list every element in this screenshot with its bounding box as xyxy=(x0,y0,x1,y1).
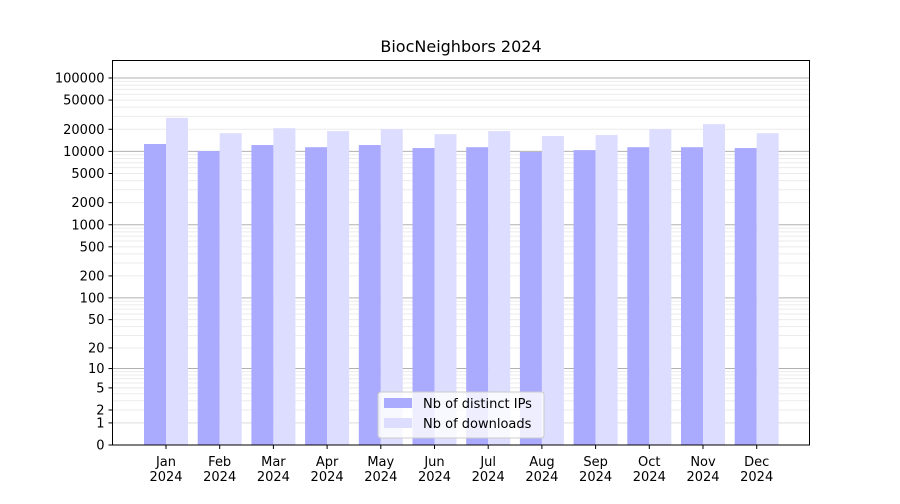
x-tick-label: Mar 2024 xyxy=(257,455,290,485)
y-tick-label: 5 xyxy=(96,381,104,396)
bar-downloads xyxy=(166,117,188,445)
bar-distinct-ips xyxy=(144,144,166,445)
y-tick-label: 500 xyxy=(80,240,105,255)
legend-label: Nb of downloads xyxy=(423,417,532,432)
y-tick-label: 200 xyxy=(80,269,105,284)
bar-downloads xyxy=(649,129,672,445)
bar-distinct-ips xyxy=(251,145,274,445)
bar-downloads xyxy=(595,135,618,445)
y-axis: 0 12 5 10 20 50 100 200 500 1000 2000 5000 10000 2000… xyxy=(55,71,113,454)
bar-distinct-ips xyxy=(197,151,220,445)
bar-distinct-ips xyxy=(412,148,435,446)
x-axis: Jan 2024 Feb 2024 Mar 2024 Apr 2024 May 2024 Jun 20… xyxy=(149,445,773,485)
y-tick-label: 2000 xyxy=(71,196,104,211)
bar-distinct-ips xyxy=(358,145,381,445)
bar-downloads xyxy=(219,133,242,446)
legend-label: Nb of distinct IPs xyxy=(423,397,532,412)
y-tick-label: 0 xyxy=(96,439,104,454)
bar-downloads xyxy=(434,134,457,446)
y-tick-label: 100000 xyxy=(55,71,105,86)
bar-downloads xyxy=(273,128,296,446)
y-tick-label: 20 xyxy=(88,341,105,356)
y-tick-label: 2 xyxy=(96,403,104,418)
x-tick-label: Dec 2024 xyxy=(740,455,773,485)
y-tick-label: 5000 xyxy=(71,167,104,182)
y-tick-label: 10000 xyxy=(63,145,104,160)
x-tick-label: Feb 2024 xyxy=(203,455,236,485)
bar-downloads xyxy=(703,124,725,446)
legend-swatch xyxy=(384,418,412,428)
bar-distinct-ips xyxy=(305,147,328,446)
x-tick-label: Oct 2024 xyxy=(633,455,666,485)
x-tick-label: Nov 2024 xyxy=(686,455,719,485)
x-tick-label: May 2024 xyxy=(364,455,397,485)
bars xyxy=(144,117,779,446)
bar-downloads xyxy=(756,133,779,446)
x-tick-label: Sep 2024 xyxy=(579,455,612,485)
y-tick-label: 50000 xyxy=(63,94,104,109)
y-tick-label: 10 xyxy=(88,362,105,377)
bar-distinct-ips xyxy=(681,147,703,446)
y-tick-label: 1000 xyxy=(71,218,104,233)
bar-downloads xyxy=(380,129,403,445)
legend-swatch xyxy=(384,398,412,408)
y-tick-label: 1 xyxy=(96,416,104,431)
plot-frame xyxy=(112,60,810,446)
x-tick-label: Aug 2024 xyxy=(525,455,558,485)
x-tick-label: Jan 2024 xyxy=(149,455,182,485)
y-tick-label: 50 xyxy=(88,313,105,328)
x-tick-label: Apr 2024 xyxy=(311,455,344,485)
bar-distinct-ips xyxy=(466,147,489,446)
bar-distinct-ips xyxy=(734,148,757,446)
legend-box xyxy=(377,391,545,439)
bar-distinct-ips xyxy=(627,147,650,446)
bar-distinct-ips xyxy=(519,152,542,445)
y-tick-label: 100 xyxy=(80,291,105,306)
x-tick-label: Jul 2024 xyxy=(472,455,505,485)
chart-title: BiocNeighbors 2024 xyxy=(380,37,541,56)
bar-downloads xyxy=(488,131,511,445)
y-tick-label: 20000 xyxy=(63,123,104,138)
bar-downloads xyxy=(327,131,350,445)
legend: Nb of distinct IPs Nb of downloads xyxy=(377,391,545,439)
x-tick-label: Jun 2024 xyxy=(418,455,451,485)
bar-distinct-ips xyxy=(573,150,596,446)
bar-downloads xyxy=(541,135,564,445)
